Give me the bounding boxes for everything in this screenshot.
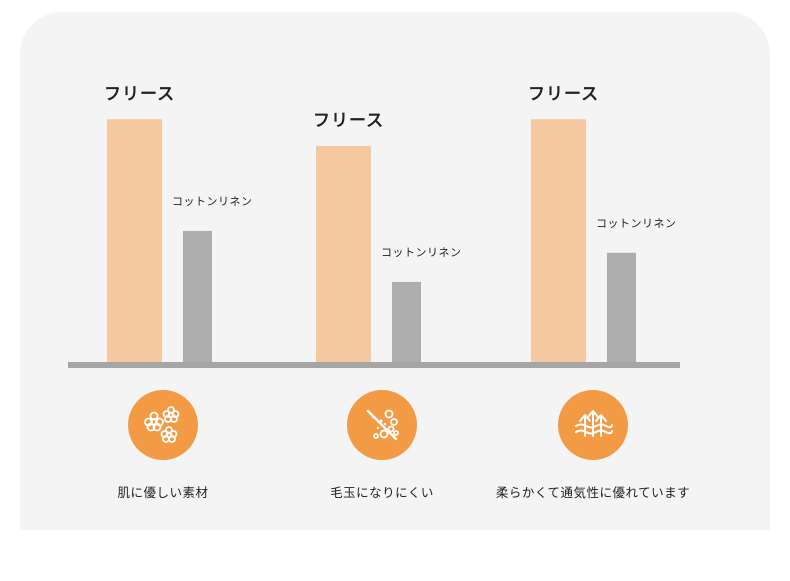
bar-cotton-linen-1 <box>392 281 421 362</box>
bar-cotton-linen-0 <box>183 230 212 362</box>
bar-fleece-1 <box>316 145 371 362</box>
bar-label-cotton-linen-1: コットンリネン <box>381 246 462 259</box>
chart-baseline <box>68 362 680 368</box>
feature-caption: 毛玉になりにくい <box>330 485 434 500</box>
no-pilling-icon <box>347 390 417 460</box>
feature-skin-friendly: 肌に優しい素材 <box>63 390 263 501</box>
bar-cotton-linen-2 <box>607 252 636 362</box>
bar-label-cotton-linen-0: コットンリネン <box>172 195 253 208</box>
breathable-arrows-icon <box>558 390 628 460</box>
bar-label-fleece-1: フリース <box>313 111 384 131</box>
feature-anti-pilling: 毛玉になりにくい <box>282 390 482 501</box>
bar-fleece-2 <box>531 119 586 362</box>
feature-caption: 肌に優しい素材 <box>117 485 209 500</box>
bar-label-fleece-2: フリース <box>528 84 599 104</box>
feature-caption: 柔らかくて通気性に優れています <box>495 485 691 500</box>
bar-label-fleece-0: フリース <box>104 84 175 104</box>
feature-breathable: 柔らかくて通気性に優れています <box>493 390 693 501</box>
bar-fleece-0 <box>107 119 162 362</box>
flower-icon <box>128 390 198 460</box>
bar-label-cotton-linen-2: コットンリネン <box>596 217 677 230</box>
